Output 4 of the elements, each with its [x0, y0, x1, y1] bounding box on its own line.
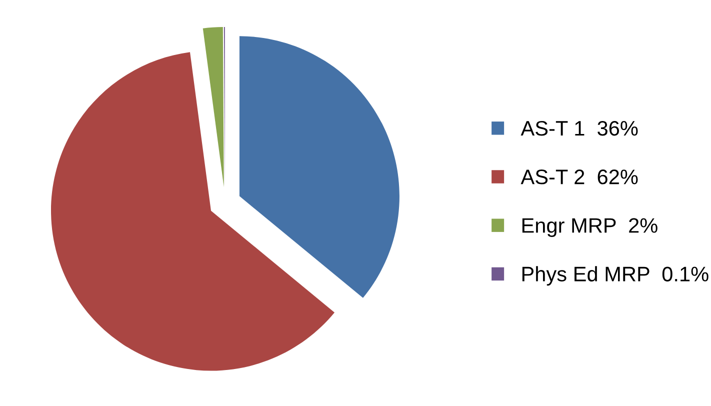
- legend-label: Engr MRP 2%: [522, 218, 658, 238]
- legend-label: AS-T 1 36%: [520, 120, 638, 136]
- legend-label: Phys Ed MRP 0.1%: [522, 266, 708, 286]
- legend-label: AS-T 2 62%: [520, 170, 638, 184]
